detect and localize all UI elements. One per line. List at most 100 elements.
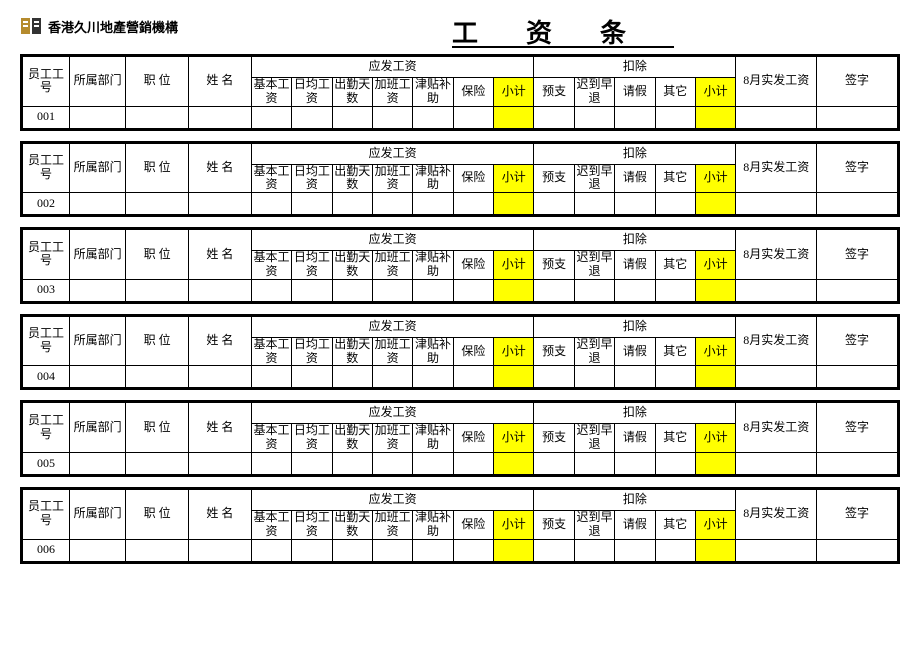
- hdr-deduct-group: 扣除: [534, 230, 736, 251]
- pay-slip: 员工工号 所属部门 职 位 姓 名 应发工资 扣除 8月实发工资 签字 基本工资…: [20, 141, 900, 218]
- hdr-dept: 所属部门: [70, 143, 126, 193]
- cell-overtime: [372, 452, 412, 474]
- hdr-subtotal-deduct: 小计: [695, 424, 735, 453]
- cell-subtotal-payable: [494, 452, 534, 474]
- cell-emp-id: 001: [23, 106, 70, 128]
- cell-subtotal-payable: [494, 106, 534, 128]
- hdr-subtotal-deduct: 小计: [695, 337, 735, 366]
- hdr-position: 职 位: [126, 489, 189, 539]
- hdr-deduct-group: 扣除: [534, 57, 736, 78]
- cell-subtotal-deduct: [695, 366, 735, 388]
- hdr-subtotal-deduct: 小计: [695, 251, 735, 280]
- slips-container: 员工工号 所属部门 职 位 姓 名 应发工资 扣除 8月实发工资 签字 基本工资…: [20, 54, 900, 564]
- cell-net: [736, 366, 817, 388]
- hdr-emp-id: 员工工号: [23, 489, 70, 539]
- hdr-late: 迟到早退: [574, 424, 614, 453]
- cell-position: [126, 366, 189, 388]
- hdr-emp-id: 员工工号: [23, 57, 70, 107]
- cell-attend: [332, 452, 372, 474]
- cell-late: [574, 193, 614, 215]
- hdr-name: 姓 名: [188, 403, 251, 453]
- cell-late: [574, 279, 614, 301]
- hdr-position: 职 位: [126, 57, 189, 107]
- company-logo-icon: [20, 15, 42, 37]
- hdr-dept: 所属部门: [70, 316, 126, 366]
- hdr-position: 职 位: [126, 143, 189, 193]
- hdr-payable-group: 应发工资: [251, 143, 534, 164]
- hdr-attend: 出勤天数: [332, 337, 372, 366]
- hdr-insurance: 保险: [453, 78, 493, 107]
- hdr-attend: 出勤天数: [332, 164, 372, 193]
- hdr-net: 8月实发工资: [736, 403, 817, 453]
- hdr-daily: 日均工资: [292, 337, 332, 366]
- cell-daily: [292, 452, 332, 474]
- hdr-other: 其它: [655, 164, 695, 193]
- hdr-subtotal-payable: 小计: [494, 251, 534, 280]
- hdr-net: 8月实发工资: [736, 316, 817, 366]
- cell-net: [736, 106, 817, 128]
- cell-basic: [251, 193, 291, 215]
- cell-other: [655, 193, 695, 215]
- cell-name: [188, 366, 251, 388]
- cell-subtotal-deduct: [695, 193, 735, 215]
- hdr-net: 8月实发工资: [736, 489, 817, 539]
- hdr-sign: 签字: [817, 57, 898, 107]
- hdr-deduct-group: 扣除: [534, 143, 736, 164]
- hdr-allowance: 津贴补助: [413, 251, 453, 280]
- hdr-advance: 预支: [534, 337, 574, 366]
- hdr-attend: 出勤天数: [332, 251, 372, 280]
- hdr-daily: 日均工资: [292, 164, 332, 193]
- cell-subtotal-deduct: [695, 452, 735, 474]
- cell-insurance: [453, 366, 493, 388]
- cell-emp-id: 002: [23, 193, 70, 215]
- page-title: 工资条: [178, 13, 900, 50]
- hdr-overtime: 加班工资: [372, 251, 412, 280]
- cell-subtotal-deduct: [695, 279, 735, 301]
- pay-slip: 员工工号 所属部门 职 位 姓 名 应发工资 扣除 8月实发工资 签字 基本工资…: [20, 227, 900, 304]
- hdr-allowance: 津贴补助: [413, 510, 453, 539]
- hdr-net: 8月实发工资: [736, 143, 817, 193]
- cell-subtotal-deduct: [695, 539, 735, 561]
- hdr-dept: 所属部门: [70, 230, 126, 280]
- hdr-basic: 基本工资: [251, 510, 291, 539]
- hdr-other: 其它: [655, 510, 695, 539]
- cell-daily: [292, 366, 332, 388]
- cell-advance: [534, 106, 574, 128]
- pay-slip: 员工工号 所属部门 职 位 姓 名 应发工资 扣除 8月实发工资 签字 基本工资…: [20, 314, 900, 391]
- hdr-deduct-group: 扣除: [534, 316, 736, 337]
- cell-sign: [817, 539, 898, 561]
- cell-name: [188, 452, 251, 474]
- hdr-allowance: 津贴补助: [413, 78, 453, 107]
- cell-sign: [817, 193, 898, 215]
- hdr-subtotal-deduct: 小计: [695, 78, 735, 107]
- pay-slip: 员工工号 所属部门 职 位 姓 名 应发工资 扣除 8月实发工资 签字 基本工资…: [20, 487, 900, 564]
- hdr-other: 其它: [655, 337, 695, 366]
- hdr-subtotal-payable: 小计: [494, 78, 534, 107]
- hdr-sign: 签字: [817, 230, 898, 280]
- hdr-payable-group: 应发工资: [251, 489, 534, 510]
- cell-late: [574, 106, 614, 128]
- hdr-position: 职 位: [126, 230, 189, 280]
- cell-late: [574, 366, 614, 388]
- hdr-position: 职 位: [126, 403, 189, 453]
- cell-insurance: [453, 106, 493, 128]
- hdr-leave: 请假: [615, 337, 655, 366]
- cell-other: [655, 106, 695, 128]
- hdr-name: 姓 名: [188, 57, 251, 107]
- hdr-late: 迟到早退: [574, 337, 614, 366]
- hdr-emp-id: 员工工号: [23, 403, 70, 453]
- cell-position: [126, 193, 189, 215]
- cell-net: [736, 279, 817, 301]
- hdr-attend: 出勤天数: [332, 78, 372, 107]
- hdr-insurance: 保险: [453, 424, 493, 453]
- cell-position: [126, 452, 189, 474]
- hdr-sign: 签字: [817, 143, 898, 193]
- hdr-basic: 基本工资: [251, 337, 291, 366]
- cell-leave: [615, 366, 655, 388]
- cell-late: [574, 539, 614, 561]
- cell-leave: [615, 452, 655, 474]
- hdr-emp-id: 员工工号: [23, 143, 70, 193]
- hdr-subtotal-deduct: 小计: [695, 164, 735, 193]
- cell-other: [655, 279, 695, 301]
- hdr-dept: 所属部门: [70, 489, 126, 539]
